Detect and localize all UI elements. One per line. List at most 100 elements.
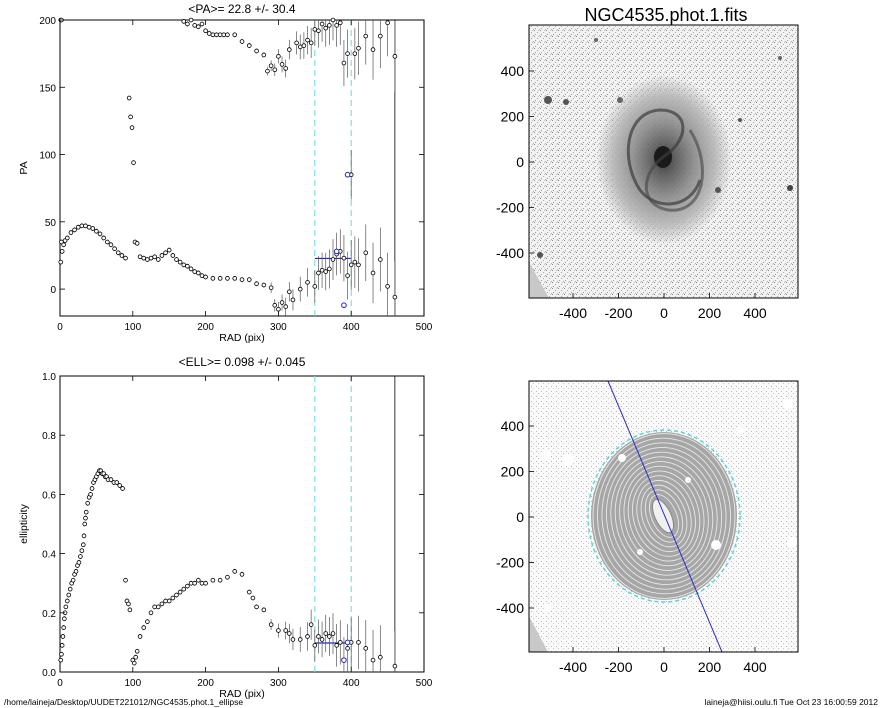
pa-data-point-high xyxy=(254,48,259,54)
pa-data-point xyxy=(112,246,117,252)
ell-ytick-label: 0.6 xyxy=(42,490,56,501)
pa-plot-title: <PA>= 22.8 +/- 30.4 xyxy=(188,2,296,16)
field-star xyxy=(738,118,742,122)
pa-data-point xyxy=(137,254,143,260)
pa-data-point xyxy=(61,242,66,247)
isophote-contour xyxy=(605,447,723,585)
ell-data-point xyxy=(283,628,288,633)
ell-data-point xyxy=(268,622,274,627)
ell-data-point xyxy=(203,580,208,586)
ell-data-point xyxy=(232,569,238,574)
ell-ytick-label: 0.8 xyxy=(42,431,56,442)
pa-data-point xyxy=(152,254,157,260)
isophote-contour xyxy=(649,494,679,538)
masked-source xyxy=(711,540,721,550)
ell-data-point xyxy=(58,657,64,663)
ell-data-point xyxy=(81,533,87,539)
ell-data-point xyxy=(83,515,88,521)
image-ytick-label: -200 xyxy=(496,555,524,571)
pa-data-point xyxy=(181,262,187,268)
pa-data-point xyxy=(119,253,125,258)
pa-data-point-high xyxy=(221,32,227,38)
pa-data-point xyxy=(196,270,201,276)
masked-source xyxy=(562,454,574,466)
pa-data-point xyxy=(141,255,147,261)
ell-data-point xyxy=(89,486,95,491)
pa-data-point xyxy=(287,289,292,295)
image-xtick-label: 400 xyxy=(743,305,767,321)
pa-data-point xyxy=(105,239,110,245)
image-ytick-label: -400 xyxy=(496,245,524,261)
ell-data-point xyxy=(356,640,361,645)
ell-data-point xyxy=(126,601,131,607)
ell-data-point xyxy=(131,660,137,666)
isophote-contours xyxy=(592,433,736,599)
pa-data-point xyxy=(319,267,325,273)
pa-data-point xyxy=(159,253,165,258)
pa-data-point xyxy=(115,250,121,256)
ell-data-point xyxy=(312,643,318,648)
ell-data-point xyxy=(141,625,147,630)
pa-data-point-high xyxy=(203,28,208,34)
ell-data-point xyxy=(345,646,350,651)
pa-ytick-label: 150 xyxy=(39,83,56,94)
pa-data-point xyxy=(68,230,74,235)
ell-data-point xyxy=(327,634,332,639)
isophote-contour xyxy=(632,475,696,557)
ell-xtick-label: 300 xyxy=(270,678,287,689)
isophote-contour xyxy=(597,437,731,595)
pa-data-point xyxy=(129,125,135,130)
pa-data-point xyxy=(177,259,183,265)
pa-data-point xyxy=(128,114,133,120)
image-corner-mask xyxy=(529,616,548,652)
pa-data-point-high xyxy=(268,63,274,69)
ell-data-point xyxy=(70,577,76,583)
pa-xtick-label: 500 xyxy=(416,322,433,333)
ell-data-point xyxy=(192,580,197,586)
ell-xtick-label: 100 xyxy=(124,678,141,689)
pa-data-point xyxy=(188,266,194,272)
pa-ytick-label: 200 xyxy=(39,16,56,27)
ell-plot-frame xyxy=(59,375,425,673)
pa-data-point xyxy=(64,235,70,241)
ell-data-point xyxy=(163,598,168,604)
ell-data-point xyxy=(80,542,86,548)
image-ytick-label: 0 xyxy=(516,509,524,525)
pa-data-point-high xyxy=(181,19,187,24)
pa-data-point-high xyxy=(323,25,329,31)
image-ytick-label: 400 xyxy=(501,418,525,434)
image-frame xyxy=(528,380,799,653)
isophote-contour xyxy=(614,456,714,576)
pa-data-point-high xyxy=(385,20,390,25)
pa-data-point xyxy=(101,235,106,241)
image-ytick-label: 200 xyxy=(501,464,525,480)
pa-data-point-high xyxy=(356,45,361,51)
ell-ylabel: ellipticity xyxy=(18,503,30,543)
isophote-contour xyxy=(592,433,736,599)
ell-data-point xyxy=(196,577,201,583)
pa-data-point-high xyxy=(312,27,318,32)
ell-data-point xyxy=(287,631,292,636)
ell-data-point xyxy=(66,592,72,598)
field-star xyxy=(563,99,569,105)
pa-data-point xyxy=(203,274,208,280)
image-ytick-label: -200 xyxy=(496,200,524,216)
pa-data-point-high xyxy=(297,44,303,50)
pa-data-point xyxy=(352,259,358,265)
pa-highlighted-point xyxy=(333,248,340,255)
pa-data-point xyxy=(261,282,267,288)
ell-data-point xyxy=(59,643,65,648)
ell-data-point xyxy=(67,586,73,592)
field-star xyxy=(787,185,793,191)
ell-ytick-label: 0.2 xyxy=(42,609,56,620)
masked-source xyxy=(544,604,552,612)
pa-plot: <PA>= 22.8 +/- 30.4 0 100 200 300 400 500 0 50 1… xyxy=(18,2,433,344)
pa-data-point xyxy=(108,242,114,247)
masked-source xyxy=(637,549,643,555)
pa-xtick-label: 0 xyxy=(57,322,63,333)
pa-data-point xyxy=(345,273,350,278)
pa-data-marks xyxy=(58,17,398,316)
pa-data-point-high xyxy=(341,60,347,66)
ell-data-point xyxy=(137,634,143,639)
field-star xyxy=(715,187,721,193)
